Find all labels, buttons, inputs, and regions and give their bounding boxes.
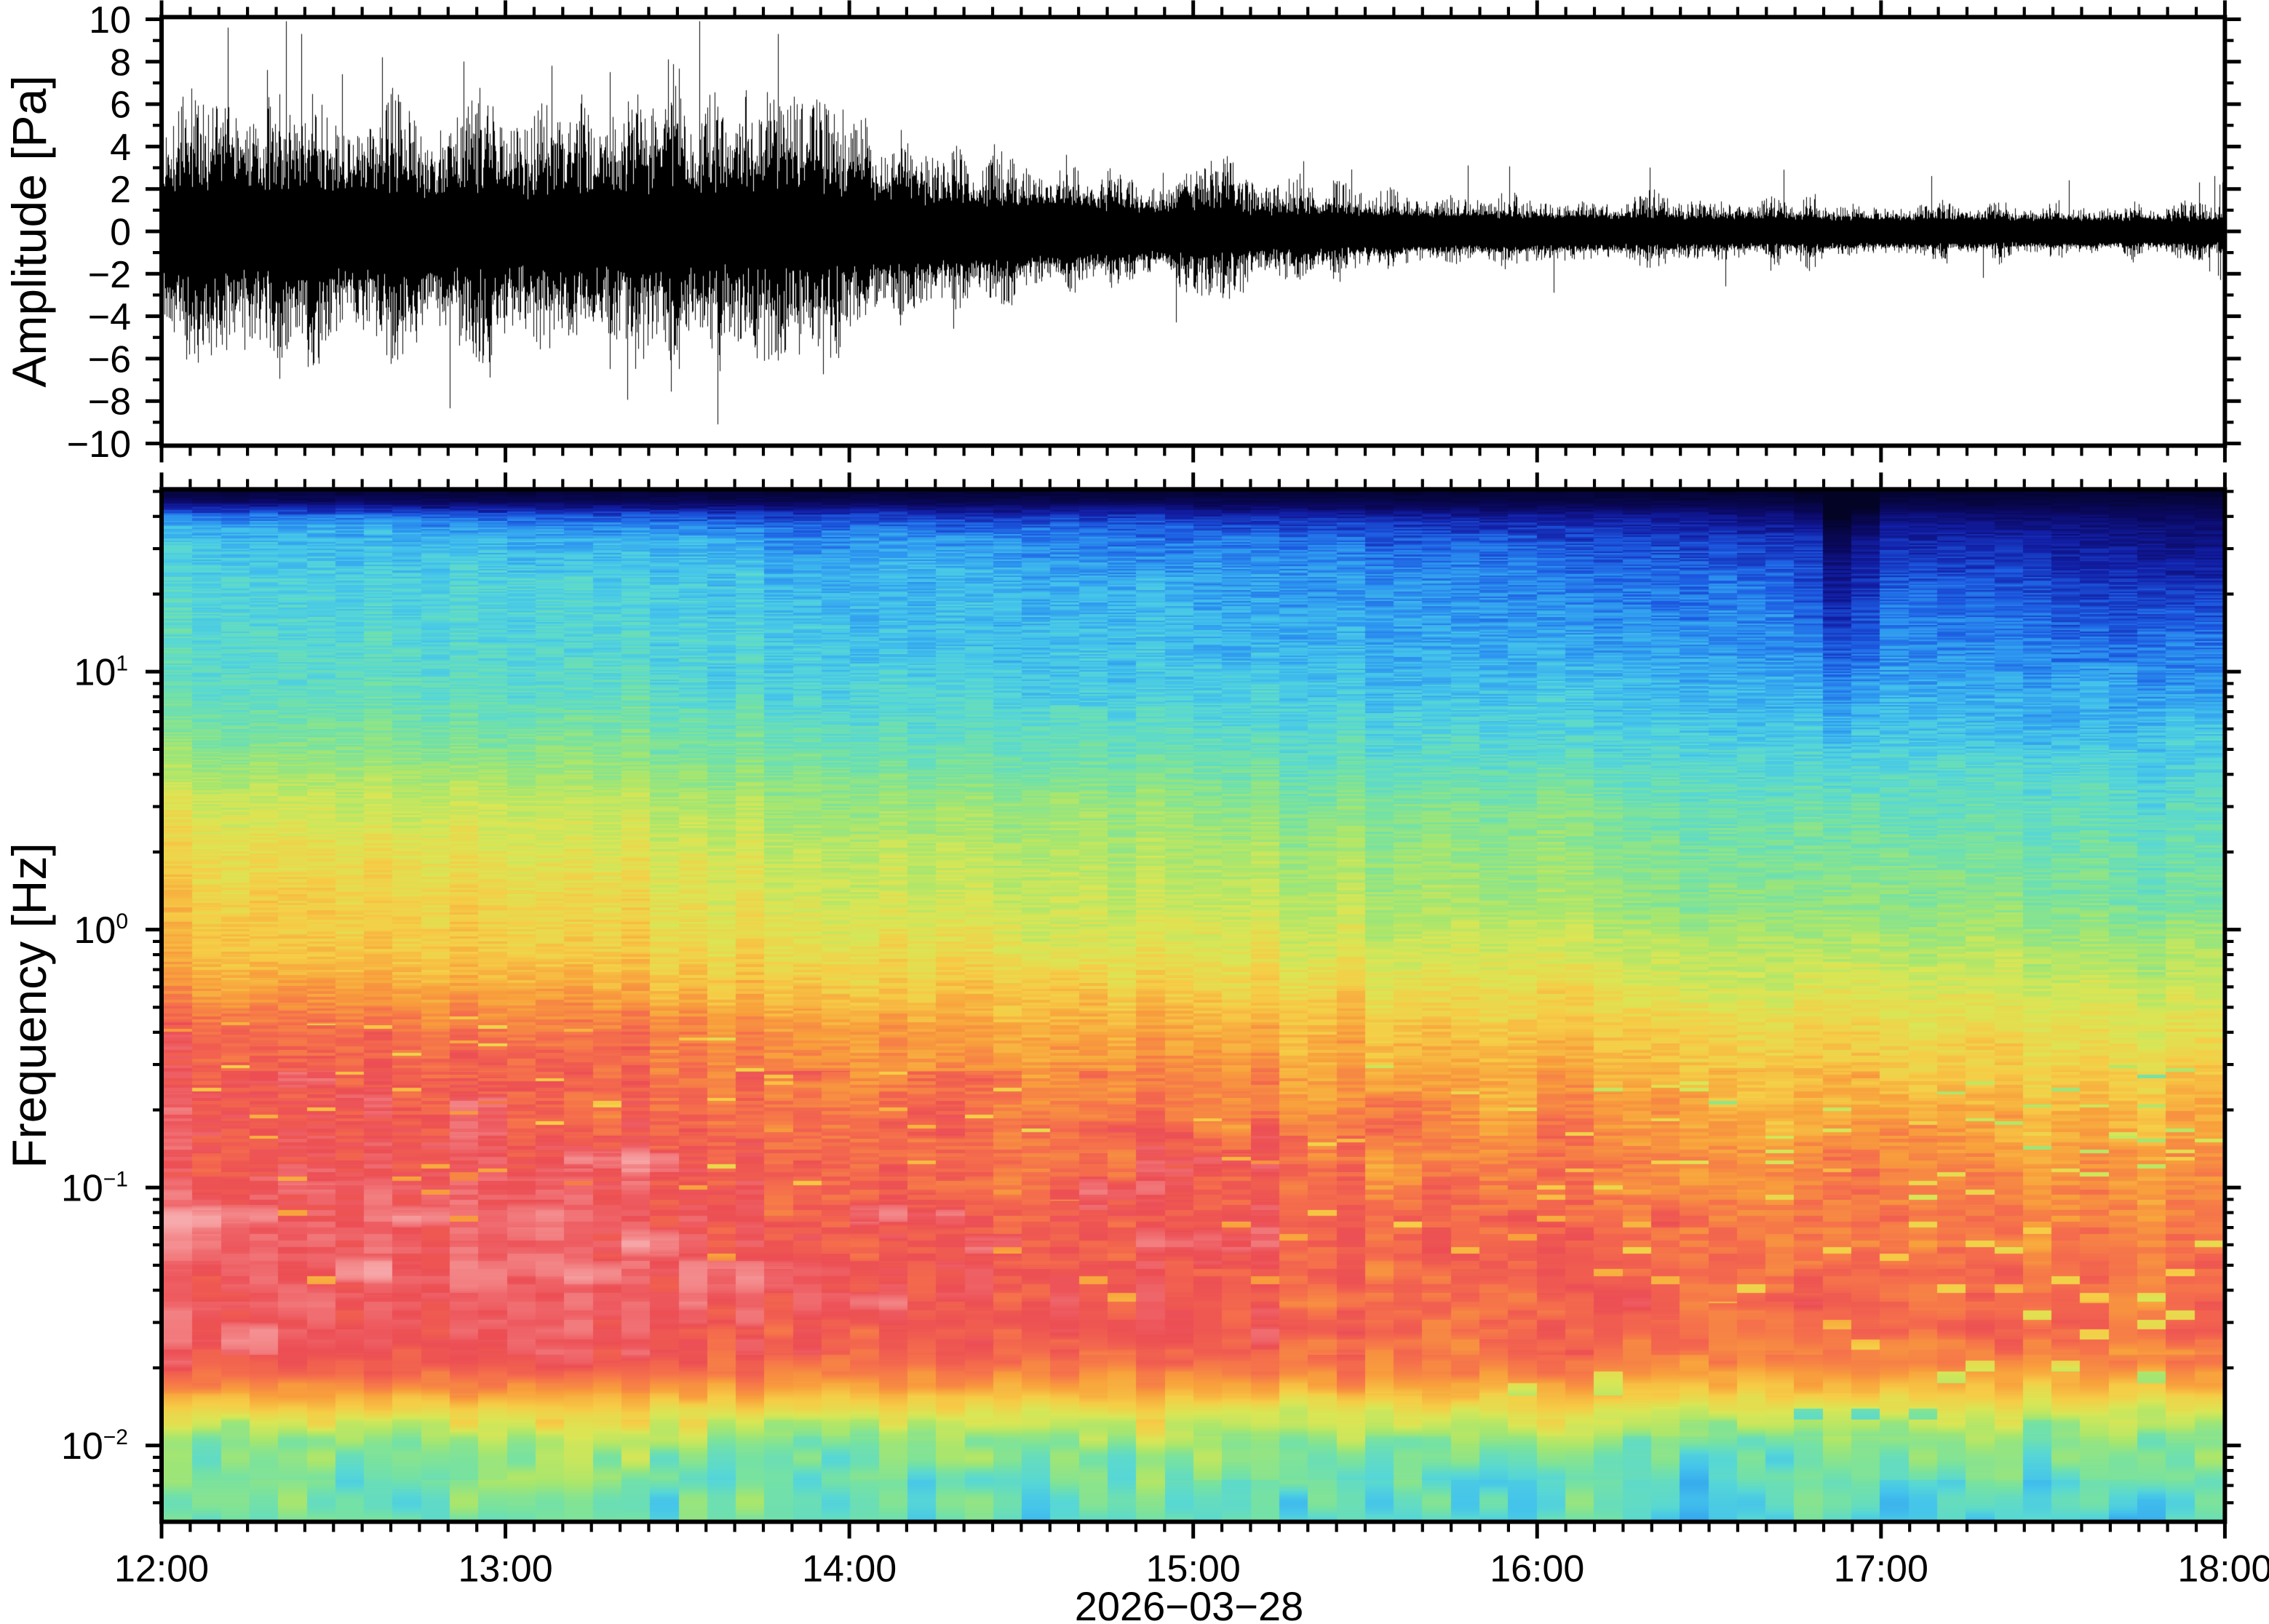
svg-text:17:00: 17:00 bbox=[1834, 1548, 1928, 1591]
svg-text:Frequency [Hz]: Frequency [Hz] bbox=[2, 843, 56, 1169]
svg-text:−2: −2 bbox=[88, 254, 131, 296]
svg-text:−6: −6 bbox=[88, 338, 131, 381]
svg-text:14:00: 14:00 bbox=[802, 1548, 897, 1591]
svg-text:10−2: 10−2 bbox=[61, 1425, 128, 1468]
svg-text:−8: −8 bbox=[88, 381, 131, 423]
svg-text:10−1: 10−1 bbox=[61, 1168, 128, 1210]
svg-text:2: 2 bbox=[110, 169, 131, 211]
svg-text:16:00: 16:00 bbox=[1490, 1548, 1584, 1591]
svg-text:6: 6 bbox=[110, 84, 131, 127]
svg-text:12:00: 12:00 bbox=[114, 1548, 209, 1591]
svg-text:100: 100 bbox=[73, 909, 128, 952]
svg-text:4: 4 bbox=[110, 127, 131, 169]
svg-text:15:00: 15:00 bbox=[1146, 1548, 1241, 1591]
svg-text:0: 0 bbox=[110, 212, 131, 254]
svg-text:18:00: 18:00 bbox=[2177, 1548, 2269, 1591]
svg-text:101: 101 bbox=[73, 652, 128, 694]
svg-text:13:00: 13:00 bbox=[458, 1548, 552, 1591]
svg-text:2026−03−28: 2026−03−28 bbox=[1075, 1583, 1304, 1624]
svg-text:−4: −4 bbox=[88, 296, 131, 338]
svg-text:Amplitude [Pa]: Amplitude [Pa] bbox=[2, 75, 56, 387]
svg-text:10: 10 bbox=[89, 0, 131, 41]
svg-text:−10: −10 bbox=[67, 423, 131, 466]
svg-text:8: 8 bbox=[110, 41, 131, 84]
